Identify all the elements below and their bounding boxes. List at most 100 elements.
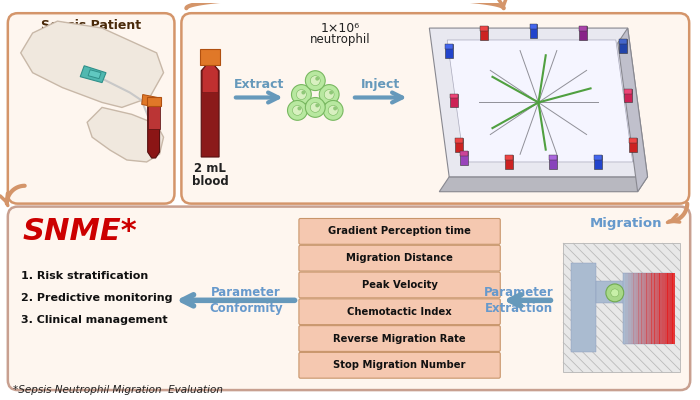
Polygon shape bbox=[88, 108, 164, 162]
Text: Migration Distance: Migration Distance bbox=[346, 253, 453, 263]
Circle shape bbox=[324, 90, 334, 100]
Polygon shape bbox=[505, 155, 512, 169]
Polygon shape bbox=[619, 39, 626, 53]
Polygon shape bbox=[201, 63, 219, 157]
Text: Conformity: Conformity bbox=[209, 302, 283, 315]
FancyBboxPatch shape bbox=[643, 273, 647, 344]
FancyBboxPatch shape bbox=[8, 13, 174, 204]
Text: blood: blood bbox=[192, 175, 228, 188]
Polygon shape bbox=[529, 24, 538, 29]
Text: Parameter: Parameter bbox=[211, 286, 281, 299]
Polygon shape bbox=[429, 28, 648, 177]
Circle shape bbox=[288, 100, 307, 120]
Text: 3. Clinical management: 3. Clinical management bbox=[21, 315, 167, 325]
Circle shape bbox=[298, 106, 302, 110]
FancyBboxPatch shape bbox=[670, 273, 673, 344]
FancyBboxPatch shape bbox=[646, 273, 650, 344]
Polygon shape bbox=[480, 26, 488, 31]
Polygon shape bbox=[148, 104, 160, 158]
FancyBboxPatch shape bbox=[8, 206, 690, 390]
Text: Migration: Migration bbox=[589, 216, 662, 230]
FancyBboxPatch shape bbox=[299, 272, 500, 298]
FancyBboxPatch shape bbox=[657, 273, 660, 344]
Polygon shape bbox=[455, 138, 463, 143]
Circle shape bbox=[315, 77, 319, 81]
Circle shape bbox=[291, 85, 312, 104]
Polygon shape bbox=[460, 151, 468, 165]
Polygon shape bbox=[529, 24, 538, 38]
Polygon shape bbox=[450, 94, 458, 108]
Circle shape bbox=[328, 106, 338, 115]
Circle shape bbox=[296, 90, 307, 100]
Text: 1. Risk stratification: 1. Risk stratification bbox=[21, 271, 148, 281]
Polygon shape bbox=[80, 66, 106, 83]
Polygon shape bbox=[141, 94, 158, 108]
Text: Extraction: Extraction bbox=[484, 302, 553, 315]
Circle shape bbox=[329, 90, 333, 94]
FancyBboxPatch shape bbox=[652, 273, 654, 344]
FancyBboxPatch shape bbox=[623, 273, 672, 344]
FancyBboxPatch shape bbox=[299, 245, 500, 271]
FancyBboxPatch shape bbox=[181, 13, 690, 204]
Polygon shape bbox=[594, 155, 602, 169]
FancyBboxPatch shape bbox=[662, 273, 665, 344]
FancyBboxPatch shape bbox=[628, 273, 631, 344]
Polygon shape bbox=[624, 88, 631, 94]
Circle shape bbox=[319, 85, 339, 104]
FancyBboxPatch shape bbox=[667, 273, 670, 344]
Polygon shape bbox=[579, 26, 587, 31]
Polygon shape bbox=[579, 26, 587, 40]
Circle shape bbox=[310, 76, 320, 86]
FancyBboxPatch shape bbox=[631, 273, 634, 344]
Circle shape bbox=[333, 106, 337, 110]
FancyBboxPatch shape bbox=[634, 273, 636, 344]
FancyBboxPatch shape bbox=[299, 352, 500, 378]
Polygon shape bbox=[440, 177, 648, 192]
FancyBboxPatch shape bbox=[638, 273, 641, 344]
Text: Peak Velocity: Peak Velocity bbox=[362, 280, 438, 290]
Polygon shape bbox=[550, 155, 557, 169]
Circle shape bbox=[305, 71, 326, 90]
FancyBboxPatch shape bbox=[672, 273, 676, 344]
Text: Stop Migration Number: Stop Migration Number bbox=[333, 360, 466, 370]
Circle shape bbox=[611, 289, 619, 297]
Polygon shape bbox=[447, 40, 633, 162]
FancyBboxPatch shape bbox=[596, 281, 624, 303]
Circle shape bbox=[302, 90, 305, 94]
FancyBboxPatch shape bbox=[571, 263, 596, 352]
Text: Extract: Extract bbox=[234, 78, 284, 90]
Polygon shape bbox=[147, 96, 160, 106]
Polygon shape bbox=[624, 88, 631, 102]
Text: 2 mL: 2 mL bbox=[194, 162, 226, 175]
Circle shape bbox=[293, 106, 302, 115]
Polygon shape bbox=[618, 28, 648, 192]
Polygon shape bbox=[445, 44, 453, 58]
FancyBboxPatch shape bbox=[299, 299, 500, 325]
Polygon shape bbox=[148, 104, 160, 129]
FancyBboxPatch shape bbox=[299, 218, 500, 244]
Circle shape bbox=[323, 100, 343, 120]
Polygon shape bbox=[445, 44, 453, 49]
Circle shape bbox=[315, 104, 319, 108]
Polygon shape bbox=[202, 63, 218, 92]
Polygon shape bbox=[480, 26, 488, 40]
FancyBboxPatch shape bbox=[299, 326, 500, 352]
Text: Sepsis Patient: Sepsis Patient bbox=[41, 19, 141, 32]
Polygon shape bbox=[21, 21, 164, 108]
Circle shape bbox=[606, 284, 624, 302]
Text: SNME*: SNME* bbox=[23, 216, 138, 246]
Polygon shape bbox=[88, 70, 101, 79]
FancyBboxPatch shape bbox=[564, 243, 680, 372]
FancyBboxPatch shape bbox=[654, 273, 657, 344]
Text: 1×10⁶: 1×10⁶ bbox=[321, 22, 360, 34]
Polygon shape bbox=[629, 138, 636, 152]
Text: neutrophil: neutrophil bbox=[310, 34, 370, 46]
FancyBboxPatch shape bbox=[641, 273, 644, 344]
Polygon shape bbox=[619, 39, 626, 44]
Polygon shape bbox=[594, 155, 602, 160]
Text: Parameter: Parameter bbox=[484, 286, 554, 299]
Text: 2. Predictive monitoring: 2. Predictive monitoring bbox=[21, 293, 172, 303]
Polygon shape bbox=[455, 138, 463, 152]
FancyBboxPatch shape bbox=[664, 273, 668, 344]
Polygon shape bbox=[200, 49, 220, 65]
